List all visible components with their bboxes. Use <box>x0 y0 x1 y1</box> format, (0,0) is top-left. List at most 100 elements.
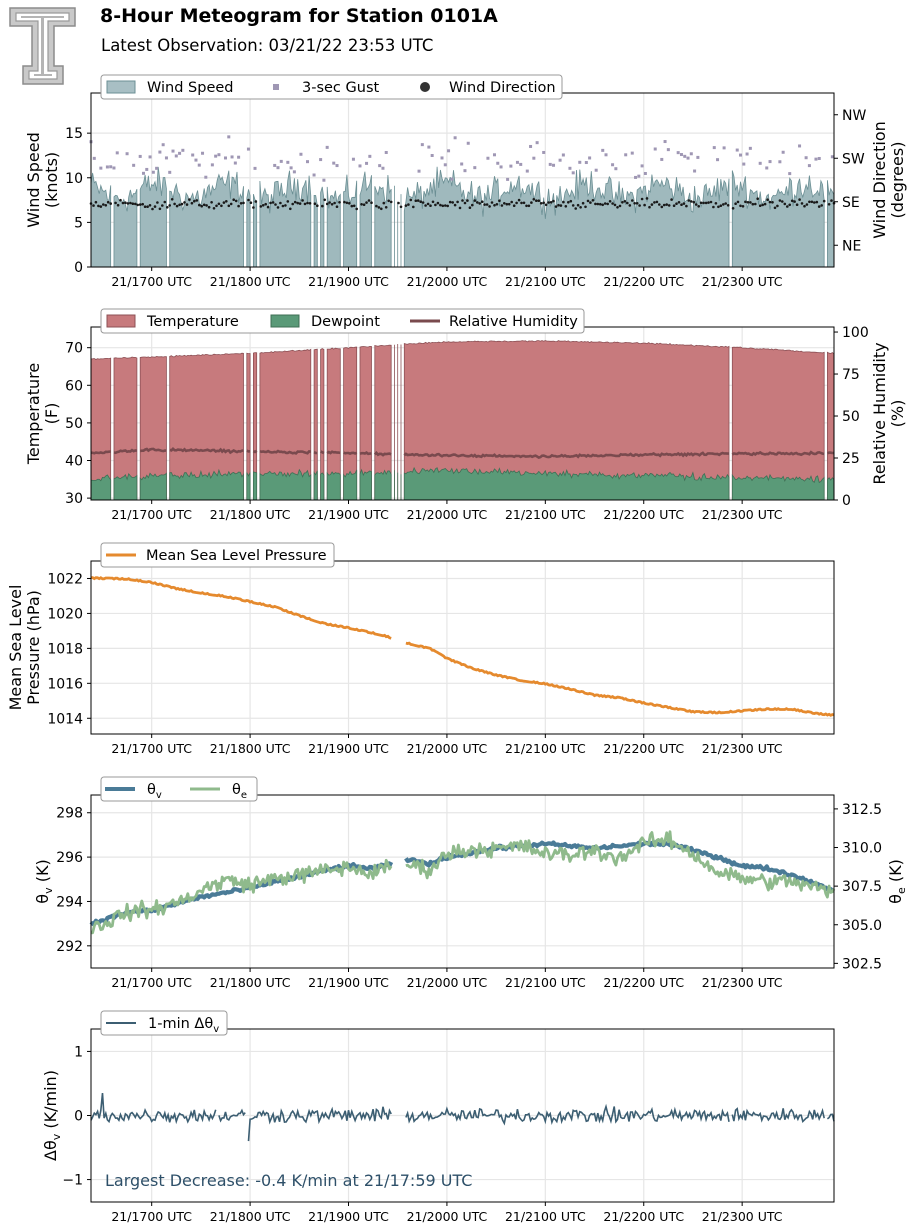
gust-point <box>420 143 424 147</box>
x-tick-label: 21/1900 UTC <box>308 507 389 522</box>
wind-direction-point <box>126 202 130 205</box>
wind-direction-point <box>800 202 804 205</box>
legend-frame <box>100 74 563 100</box>
wind-speed-axis-label-line: (knots) <box>42 152 61 208</box>
wind-direction-point <box>694 203 698 206</box>
wind-direction-point <box>424 204 427 207</box>
wind-direction-point <box>173 202 176 206</box>
gust-point <box>158 150 162 154</box>
wind-direction-point <box>102 203 105 206</box>
y2-tick-label: 302.5 <box>842 956 882 972</box>
wind-direction-point <box>279 201 282 205</box>
wind-direction-point <box>817 205 821 208</box>
wind-direction-point <box>505 202 509 206</box>
temperature-legend: Temperature Dewpoint Relative Humidity <box>100 308 585 334</box>
wind-speed-area <box>343 174 358 268</box>
wind-direction-point <box>692 200 696 204</box>
wind-direction-point <box>724 202 727 205</box>
gust-point <box>496 161 500 165</box>
wind-direction-point <box>444 204 447 207</box>
wind-direction-point <box>574 207 577 210</box>
dewpoint-area <box>326 471 341 501</box>
gust-point <box>686 156 690 160</box>
wind-direction-point <box>134 202 137 206</box>
x-axis-panel-5: 21/1700 UTC 21/1800 UTC 21/1900 UTC 21/2000… <box>111 1029 783 1224</box>
wind-direction-point <box>726 204 730 207</box>
wind-direction-point <box>252 206 255 209</box>
gust-point <box>332 161 336 165</box>
wind-direction-point <box>178 203 181 207</box>
gust-point <box>447 149 451 153</box>
gust-point <box>99 166 103 170</box>
wind-direction-point <box>522 201 526 205</box>
gust-point <box>558 158 562 162</box>
theta-e-line <box>90 858 393 935</box>
wind-speed-area <box>403 166 730 268</box>
temperature-area <box>374 344 392 501</box>
wind-direction-point <box>781 200 784 203</box>
wind-direction-point <box>488 205 491 208</box>
gust-point <box>571 171 575 175</box>
x-tick-label: 21/1700 UTC <box>111 507 192 522</box>
wind-direction-point <box>166 206 169 209</box>
legend-label: Wind Speed <box>147 80 234 96</box>
gust-point <box>112 166 116 170</box>
wind-direction-point <box>500 204 504 207</box>
gust-point <box>201 151 205 155</box>
x-tick-label: 21/1700 UTC <box>111 274 192 289</box>
wind-direction-point <box>143 205 147 208</box>
wind-direction-point <box>473 199 477 202</box>
dewpoint-area <box>826 477 835 501</box>
gust-point <box>804 156 808 160</box>
wind-direction-point <box>345 201 349 205</box>
theta-v-axis-label-text: θv (K) <box>33 859 55 903</box>
wind-speed-area <box>90 172 112 268</box>
relative-humidity-axis-label: Relative Humidity (%) <box>870 342 907 484</box>
wind-direction-point <box>697 205 700 208</box>
wind-direction-point <box>631 199 634 202</box>
wind-speed-area <box>139 166 167 268</box>
wind-direction-point <box>476 201 479 204</box>
theta-legend: θv θe <box>100 776 258 802</box>
wind-direction-point <box>485 203 489 206</box>
delta-theta-line <box>405 1103 730 1126</box>
wind-direction-point <box>552 199 555 203</box>
y-tick-label: 15 <box>65 126 83 142</box>
gust-point <box>417 169 421 173</box>
wind-legend: Wind Speed 3-sec Gust Wind Direction <box>100 74 563 100</box>
wind-direction-point <box>190 201 194 205</box>
gust-point <box>197 163 201 167</box>
wind-direction-point <box>330 203 334 206</box>
x-tick-label: 21/2200 UTC <box>603 507 684 522</box>
wind-direction-point <box>719 204 723 207</box>
gust-point <box>115 151 119 155</box>
gust-point <box>233 161 237 165</box>
wind-direction-point <box>616 206 619 209</box>
wind-direction-point <box>626 201 629 205</box>
gust-point <box>542 150 546 154</box>
wind-direction-point <box>116 203 120 207</box>
gust-point <box>322 178 326 182</box>
gust-point <box>384 150 388 154</box>
gust-point <box>830 155 834 159</box>
legend-label: Wind Direction <box>449 80 556 96</box>
legend-frame <box>100 542 335 568</box>
legend-swatch <box>270 314 300 328</box>
wind-direction-point <box>360 203 363 206</box>
wind-direction-point <box>535 199 538 202</box>
gust-point <box>191 153 195 157</box>
temperature-area <box>326 347 341 501</box>
wind-direction-point <box>569 199 573 203</box>
wind-direction-point <box>490 201 494 204</box>
wind-direction-point <box>584 205 587 209</box>
y-tick-label: 296 <box>56 850 83 866</box>
x-tick-label: 21/1700 UTC <box>111 741 192 756</box>
wind-direction-point <box>712 205 715 209</box>
gust-point <box>148 155 152 159</box>
x-tick-label: 21/2300 UTC <box>702 507 783 522</box>
wind-direction-point <box>274 203 277 206</box>
wind-direction-point <box>532 198 536 201</box>
gust-point <box>237 155 241 159</box>
dewpoint-area <box>139 472 167 501</box>
x-tick-label: 21/2000 UTC <box>407 274 488 289</box>
